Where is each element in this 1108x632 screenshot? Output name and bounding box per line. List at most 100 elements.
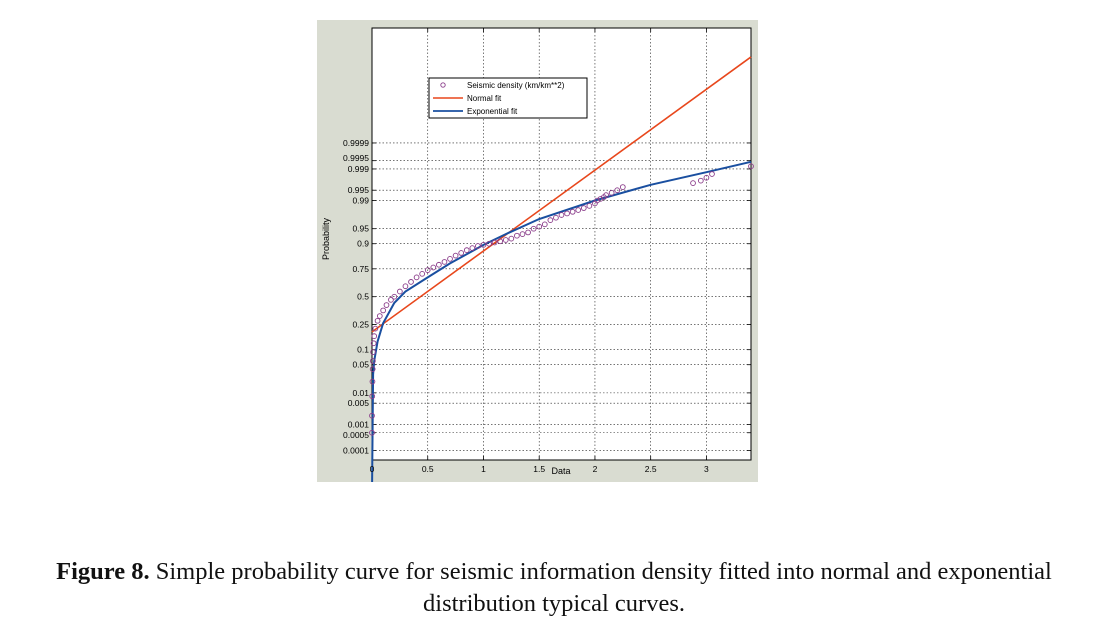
data-points [369,163,754,436]
y-tick-label: 0.0005 [343,430,369,440]
y-tick-label: 0.9 [357,239,369,249]
caption-line-2: distribution typical curves. [423,590,685,617]
data-point [619,184,626,190]
x-tick-label: 2.5 [645,464,657,474]
data-point [547,217,554,223]
legend-label-seismic-density: Seismic density (km/km**2) [467,81,565,90]
data-point [419,270,426,277]
caption-text: Simple probability curve for seismic inf… [149,558,1052,585]
data-point [463,247,470,253]
legend-marker-icon [440,82,446,88]
x-axis-label: Data [551,466,570,476]
y-tick-label: 0.9999 [343,138,369,148]
data-point [541,221,548,228]
y-tick-label: 0.95 [352,224,369,234]
x-tick-label: 1.5 [533,464,545,474]
data-point [475,243,481,249]
data-point [413,274,420,281]
data-point [486,240,492,247]
data-point [703,174,710,181]
data-point [372,325,379,332]
data-point [608,190,615,196]
data-point [458,250,465,256]
legend: Seismic density (km/km**2) Normal fit Ex… [428,77,588,119]
data-point [376,313,383,319]
y-tick-label: 0.05 [352,360,369,370]
data-point [530,225,537,232]
x-tick-label: 1 [481,464,486,474]
y-tick-label: 0.999 [348,164,370,174]
data-point [594,197,601,204]
data-point [424,267,431,273]
y-tick-label: 0.9995 [343,153,369,163]
data-point [709,171,715,177]
figure-caption: Figure 8. Simple probability curve for s… [0,556,1108,620]
data-point [370,349,376,355]
y-tick-label: 0.75 [352,264,369,274]
data-point [380,307,386,314]
fit-lines [371,56,752,482]
data-point [369,429,375,436]
y-tick-label: 0.01 [352,388,369,398]
y-tick-label: 0.0001 [343,445,369,455]
data-point [614,187,621,194]
y-axis-label: Probability [321,217,331,260]
data-point [369,378,376,385]
data-point [397,288,403,295]
data-point [402,283,409,290]
data-point [369,412,375,419]
data-point [441,259,448,265]
caption-figure-label: Figure 8. [56,558,150,585]
data-point [391,293,398,300]
data-point [690,180,696,186]
data-point [369,393,376,400]
data-point [580,205,587,211]
legend-label-normal-fit: Normal fit [467,94,502,103]
data-point [469,245,476,251]
x-tick-label: 0 [370,464,375,474]
data-point [564,210,570,217]
data-point [447,256,453,262]
data-point [575,207,582,213]
data-point [558,212,565,218]
data-point [597,196,604,202]
data-point [525,229,531,236]
data-point [569,208,576,215]
data-point [508,235,515,242]
data-point [388,296,394,303]
y-tick-label: 0.001 [348,419,370,429]
data-point [603,192,609,198]
exponential-fit-line [371,160,752,482]
x-tick-label: 0.5 [422,464,434,474]
data-point [374,317,381,324]
data-point [480,242,487,248]
data-point [452,252,459,259]
data-point [369,366,376,372]
data-point [436,261,442,268]
data-point [514,232,520,239]
data-point [697,177,704,184]
y-tick-label: 0.1 [357,345,369,355]
data-point [430,264,437,271]
data-point [491,239,498,246]
data-point [383,302,390,308]
data-point [497,238,504,245]
y-tick-label: 0.005 [348,398,370,408]
legend-label-exponential-fit: Exponential fit [467,107,518,116]
data-point [519,231,526,237]
normal-fit-line [371,56,752,333]
y-tick-label: 0.99 [352,196,369,206]
y-tick-label: 0.25 [352,320,369,330]
x-tick-label: 2 [593,464,598,474]
data-point [370,340,377,347]
grid [371,28,751,460]
data-point [748,163,754,170]
x-tick-label: 3 [704,464,709,474]
data-point [502,237,509,243]
data-point [370,358,376,364]
caption-line-1: Figure 8. Simple probability curve for s… [0,556,1108,588]
data-point [536,223,543,230]
y-tick-label: 0.5 [357,292,369,302]
y-tick-label: 0.995 [348,185,370,195]
